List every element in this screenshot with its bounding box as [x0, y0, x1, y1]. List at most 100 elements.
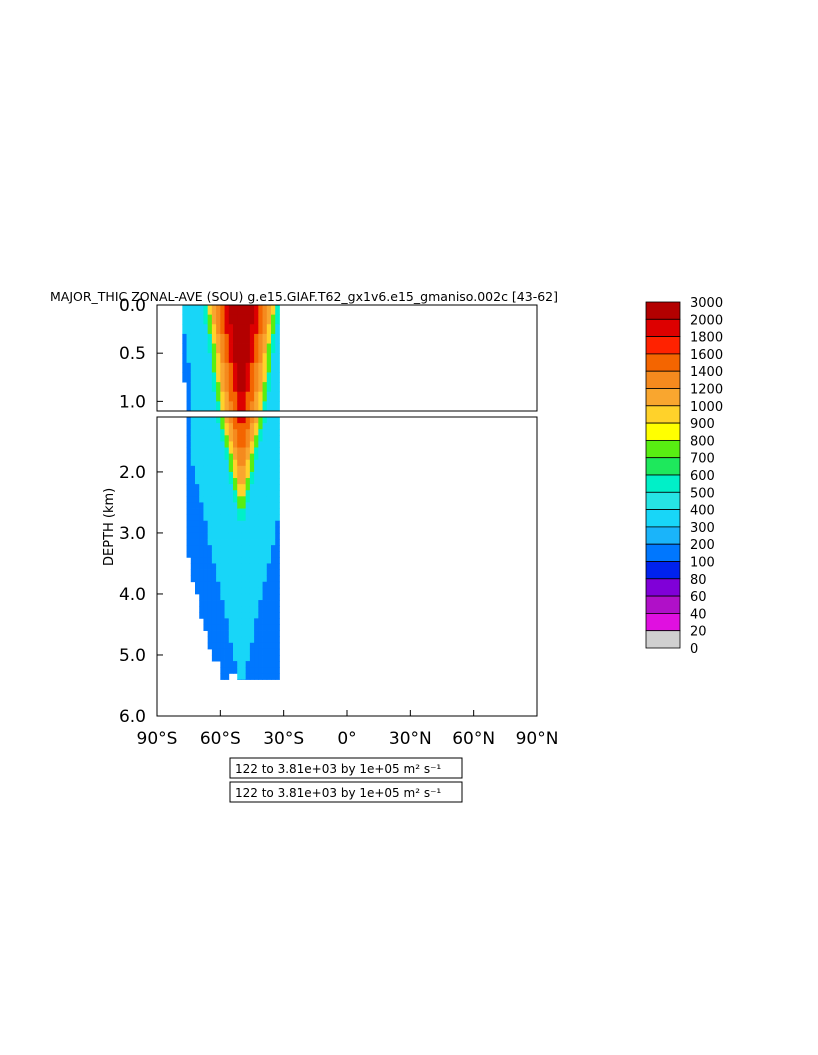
field-cell [211, 417, 217, 424]
field-cell [249, 539, 255, 546]
colorbar-swatch [645, 370, 681, 389]
field-cell [258, 465, 263, 473]
field-cell [254, 478, 259, 485]
field-cell [241, 333, 247, 344]
field-cell [211, 532, 217, 540]
field-cell [228, 417, 234, 424]
field-cell [258, 508, 263, 516]
field-cell [199, 447, 204, 455]
field-cell [266, 372, 272, 383]
field-cell [258, 593, 263, 601]
field-cell [258, 314, 263, 325]
field-cell [207, 606, 213, 613]
field-cell [258, 648, 263, 656]
field-cell [228, 391, 234, 402]
field-cell [262, 478, 268, 485]
colorbar-swatch [645, 388, 681, 407]
field-cell [190, 441, 196, 448]
field-cell [241, 459, 247, 467]
field-cell [220, 484, 225, 491]
field-cell [224, 401, 230, 411]
field-cell [224, 372, 230, 383]
field-cell [262, 508, 268, 516]
field-cell [199, 508, 204, 516]
field-cell [203, 343, 209, 354]
x-tick-label: 60°N [452, 729, 495, 749]
field-cell [275, 612, 280, 619]
field-cell [249, 606, 255, 613]
field-cell [245, 314, 251, 325]
field-cell [271, 575, 276, 583]
field-cell [186, 508, 192, 516]
field-cell [249, 453, 255, 461]
field-cell [249, 305, 255, 316]
field-cell [228, 478, 234, 485]
colorbar-level-label: 0 [690, 642, 698, 657]
field-cell [195, 401, 200, 411]
field-cell [220, 453, 225, 461]
colorbar-swatch [645, 543, 681, 562]
field-cell [262, 447, 268, 455]
field-cell [275, 575, 280, 583]
field-cell [216, 630, 221, 638]
field-cell [262, 496, 268, 503]
field-cell [258, 423, 263, 430]
field-cell [254, 624, 259, 631]
field-cell [216, 581, 221, 589]
field-cell [254, 618, 259, 625]
field-cell [224, 459, 230, 467]
field-cell [262, 391, 268, 402]
field-cell [199, 471, 204, 479]
field-cell [266, 667, 272, 674]
field-cell [220, 520, 225, 528]
field-cell [245, 636, 251, 644]
field-cell [258, 520, 263, 528]
colorbar-swatch [645, 353, 681, 372]
field-cell [224, 630, 230, 638]
field-cell [233, 526, 238, 534]
field-cell [211, 526, 217, 534]
field-cell [199, 417, 204, 424]
field-cell [186, 539, 192, 546]
field-cell [249, 587, 255, 595]
field-cell [254, 401, 259, 411]
field-cell [271, 324, 276, 335]
field-cell [228, 661, 234, 668]
field-cell [207, 563, 213, 570]
field-cell [211, 382, 217, 393]
field-cell [254, 435, 259, 442]
field-cell [224, 343, 230, 354]
field-cell [262, 642, 268, 650]
field-cell [275, 429, 280, 436]
field-cell [245, 401, 251, 411]
field-cell [275, 401, 280, 411]
field-cell [228, 324, 234, 335]
field-cell [271, 539, 276, 546]
field-cell [203, 453, 209, 461]
field-cell [199, 382, 204, 393]
field-cell [216, 587, 221, 595]
field-cell [249, 673, 255, 680]
field-cell [254, 382, 259, 393]
field-cell [190, 353, 196, 364]
field-cell [245, 453, 251, 461]
field-cell [262, 545, 268, 552]
field-cell [228, 520, 234, 528]
colorbar-level-label: 40 [690, 607, 707, 622]
field-cell [224, 636, 230, 644]
field-cell [203, 526, 209, 534]
field-cell [207, 478, 213, 485]
field-cell [237, 551, 242, 558]
field-cell [228, 587, 234, 595]
field-cell [216, 305, 221, 316]
field-cell [190, 314, 196, 325]
field-cell [237, 673, 242, 680]
field-cell [245, 563, 251, 570]
field-cell [216, 508, 221, 516]
field-cell [190, 362, 196, 373]
field-cell [190, 333, 196, 344]
field-cell [249, 532, 255, 540]
field-cell [262, 593, 268, 601]
field-cell [258, 606, 263, 613]
